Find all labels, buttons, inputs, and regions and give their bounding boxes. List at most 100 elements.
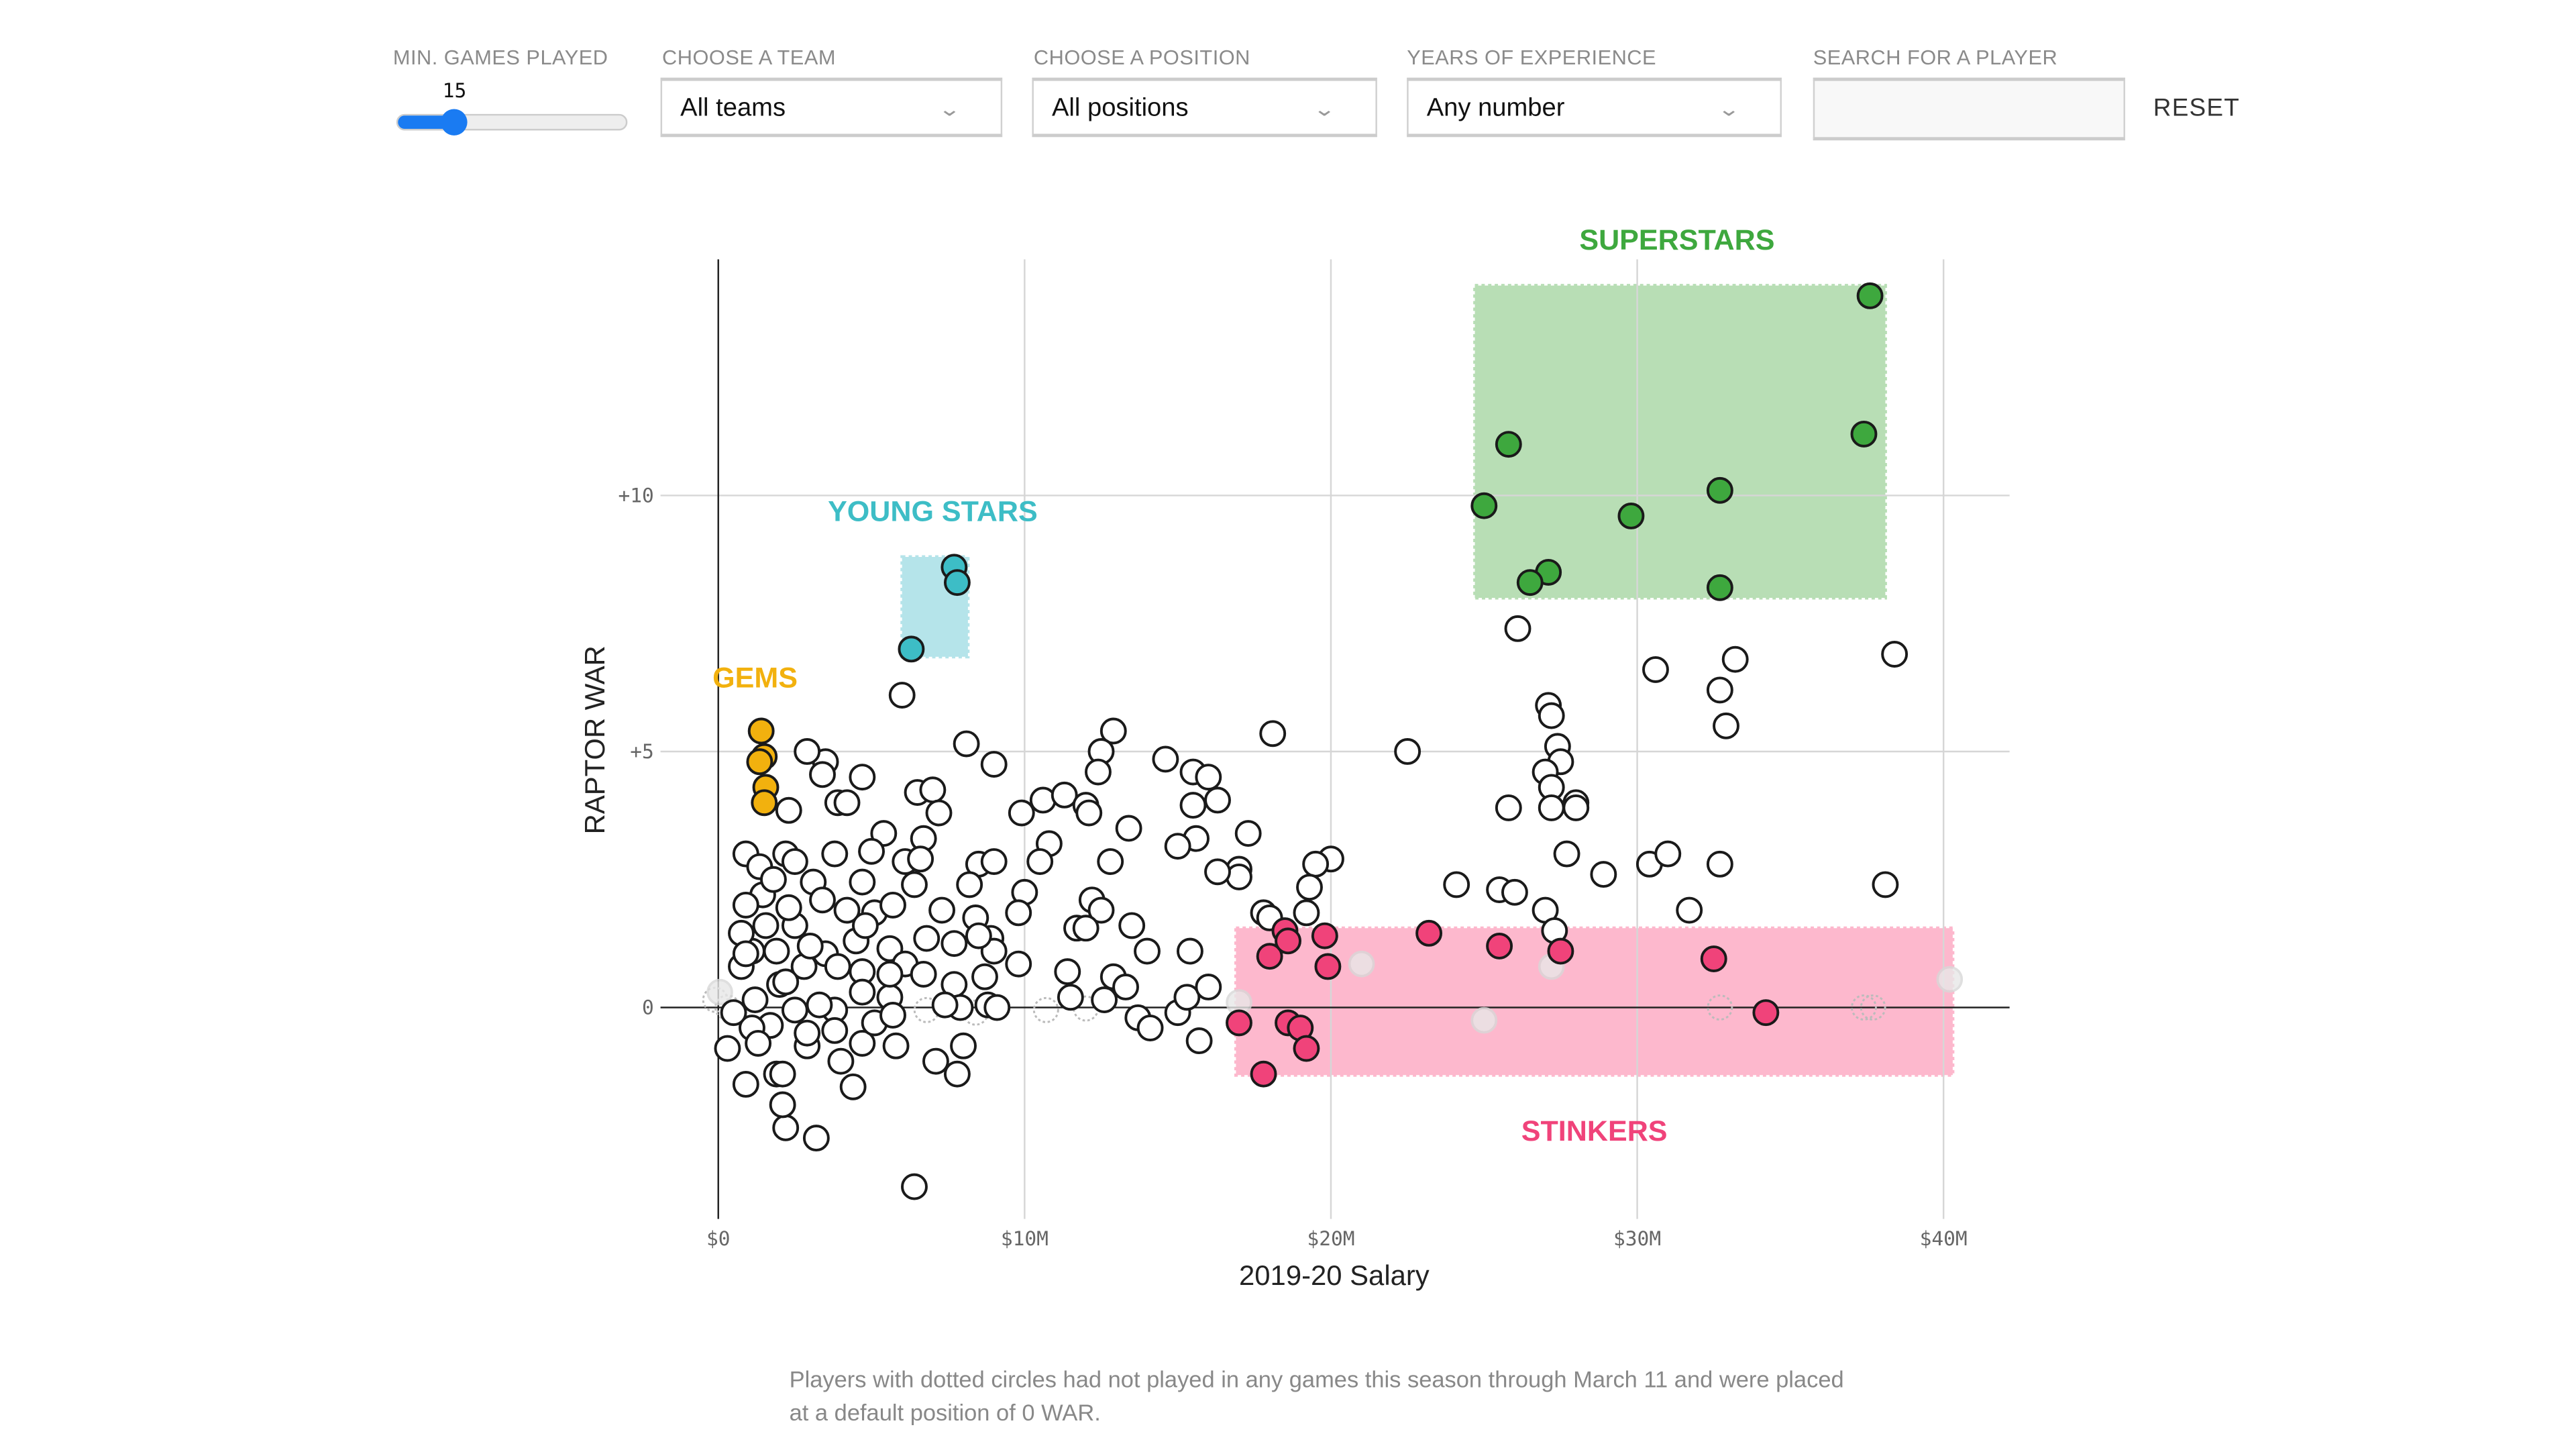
player-point <box>1553 840 1580 868</box>
x-tick-label: $30M <box>1613 1227 1661 1250</box>
player-point <box>1654 840 1682 868</box>
gems-label: GEMS <box>712 662 798 694</box>
team-select[interactable]: All teams ⌄ <box>660 77 1003 138</box>
faded-point <box>1470 1006 1498 1034</box>
x-tick-label: $10M <box>1001 1227 1049 1250</box>
player-point <box>714 1035 741 1062</box>
superstars-point <box>1516 569 1544 597</box>
player-point <box>983 994 1011 1021</box>
player-point <box>971 963 998 990</box>
superstars-point <box>1495 431 1522 458</box>
chevron-down-icon: ⌄ <box>937 97 961 121</box>
player-point <box>796 933 824 960</box>
player-point <box>1504 615 1532 642</box>
player-point <box>913 925 941 952</box>
player-point <box>1195 764 1222 791</box>
player-point <box>769 1060 796 1088</box>
player-point <box>1501 878 1528 906</box>
player-point <box>1115 815 1142 842</box>
position-select-value: All positions <box>1051 94 1189 123</box>
faded-point <box>1348 950 1375 978</box>
player-point <box>849 764 876 791</box>
player-point <box>1051 781 1078 809</box>
x-tick-label: $0 <box>706 1227 731 1250</box>
player-point <box>851 912 879 939</box>
player-point <box>1097 848 1124 875</box>
stinkers-point <box>1311 922 1338 949</box>
zero-games-point <box>1860 994 1886 1021</box>
player-point <box>1706 676 1733 704</box>
player-point <box>1443 871 1470 898</box>
player-point <box>1005 950 1032 978</box>
y-tick-label: +10 <box>618 484 653 507</box>
zero-games-point <box>1851 994 1877 1021</box>
stinkers-point <box>1547 937 1574 965</box>
player-point <box>1872 871 1899 898</box>
player-point <box>794 1019 821 1047</box>
player-point <box>775 796 802 824</box>
player-point <box>1085 758 1112 786</box>
player-point <box>1293 899 1320 927</box>
stinkers-point <box>1275 927 1301 955</box>
player-point <box>821 840 849 868</box>
player-point <box>1072 915 1099 942</box>
faded-point <box>1936 966 1964 993</box>
player-point <box>1713 712 1739 739</box>
stinkers-point <box>1752 999 1780 1027</box>
player-point <box>732 940 759 968</box>
player-point <box>879 1002 906 1029</box>
stinkers-point <box>1256 943 1283 970</box>
slider-thumb[interactable] <box>441 109 468 136</box>
player-point <box>849 1029 876 1057</box>
player-point <box>1075 799 1103 827</box>
player-point <box>809 761 836 788</box>
superstars-point <box>1617 503 1645 529</box>
player-point <box>1176 937 1203 965</box>
player-point <box>839 1073 867 1100</box>
player-point <box>1179 792 1207 819</box>
player-point <box>956 871 983 898</box>
player-point <box>849 978 876 1006</box>
superstars-point <box>1706 476 1733 504</box>
superstars-point <box>1706 574 1733 601</box>
player-point <box>760 866 787 893</box>
gems-point <box>751 789 778 817</box>
player-point <box>980 848 1008 875</box>
young_stars-point <box>943 569 971 597</box>
experience-select-value: Any number <box>1426 94 1565 123</box>
player-point <box>794 738 821 765</box>
zero-games-point <box>1707 994 1733 1021</box>
player-point <box>1099 717 1127 745</box>
young_stars-label: YOUNG STARS <box>828 496 1038 528</box>
position-select[interactable]: All positions ⌄ <box>1032 77 1377 138</box>
player-point <box>931 991 959 1019</box>
player-point <box>821 1017 849 1044</box>
player-point <box>1136 1015 1164 1041</box>
x-axis-title: 2019-20 Salary <box>1239 1259 1430 1291</box>
team-select-value: All teams <box>680 94 786 123</box>
player-point <box>1538 794 1565 821</box>
player-point <box>806 991 833 1019</box>
player-point <box>1057 984 1084 1011</box>
player-point <box>858 837 885 865</box>
player-point <box>943 1060 971 1088</box>
player-point <box>781 996 808 1024</box>
gems-point <box>747 717 775 745</box>
reset-button[interactable]: RESET <box>2153 94 2241 123</box>
player-point <box>763 937 790 965</box>
position-label: CHOOSE A POSITION <box>1033 46 1250 70</box>
search-input[interactable] <box>1813 77 2125 141</box>
player-point <box>1296 874 1323 901</box>
player-point <box>901 871 928 898</box>
min-games-label: MIN. GAMES PLAYED <box>392 46 608 70</box>
player-point <box>910 960 937 988</box>
player-point <box>827 1047 855 1075</box>
player-point <box>1118 912 1146 939</box>
experience-select[interactable]: Any number ⌄ <box>1407 77 1782 138</box>
player-point <box>922 1047 949 1075</box>
player-point <box>1008 799 1035 827</box>
player-point <box>1721 645 1749 673</box>
gems-point <box>746 748 773 776</box>
player-point <box>824 953 851 980</box>
